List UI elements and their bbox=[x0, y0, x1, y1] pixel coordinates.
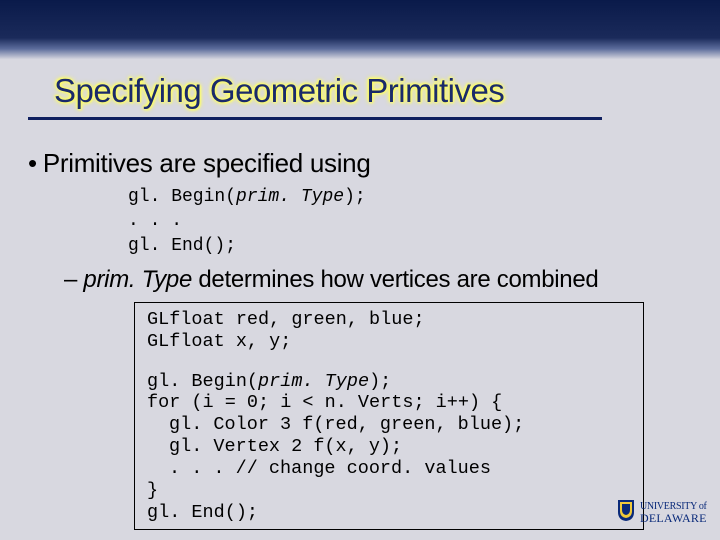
code-text: ); bbox=[369, 371, 391, 392]
code-text: gl. Begin( bbox=[147, 371, 258, 392]
dash-italic: prim. Type bbox=[83, 266, 192, 293]
code-line: } bbox=[147, 480, 631, 502]
dash-post: determines how vertices are combined bbox=[192, 266, 598, 293]
code-text: gl. Begin( bbox=[128, 187, 236, 207]
code-line: GLfloat x, y; bbox=[147, 331, 631, 353]
logo-text: UNIVERSITY of DELAWARE bbox=[640, 502, 707, 525]
code-line: GLfloat red, green, blue; bbox=[147, 309, 631, 331]
dash-pre: – bbox=[64, 266, 83, 293]
code-line: gl. Begin(prim. Type); bbox=[147, 371, 631, 393]
university-logo: UNIVERSITY of DELAWARE bbox=[616, 496, 706, 532]
code-blank-line bbox=[147, 353, 631, 371]
code-line: gl. End(); bbox=[147, 502, 631, 524]
shield-icon bbox=[616, 498, 636, 522]
code-italic: prim. Type bbox=[236, 187, 344, 207]
slide-title: Specifying Geometric Primitives bbox=[54, 72, 504, 110]
code-text: ); bbox=[344, 187, 366, 207]
code-line: gl. Vertex 2 f(x, y); bbox=[169, 436, 631, 458]
code-box: GLfloat red, green, blue; GLfloat x, y; … bbox=[134, 302, 644, 530]
bullet-level2: – prim. Type determines how vertices are… bbox=[64, 266, 692, 294]
content-area: •Primitives are specified using gl. Begi… bbox=[28, 148, 692, 530]
code-line: gl. End(); bbox=[128, 234, 692, 258]
code-line: gl. Color 3 f(red, green, blue); bbox=[169, 414, 631, 436]
logo-line2: DELAWARE bbox=[640, 511, 707, 525]
code-line: gl. Begin(prim. Type); bbox=[128, 185, 692, 209]
code-italic: prim. Type bbox=[258, 371, 369, 392]
title-underline bbox=[28, 117, 602, 120]
code-snippet-1: gl. Begin(prim. Type); . . . gl. End(); bbox=[128, 185, 692, 258]
code-line: . . . // change coord. values bbox=[169, 458, 631, 480]
bullet-level1: •Primitives are specified using bbox=[28, 148, 692, 179]
code-line: for (i = 0; i < n. Verts; i++) { bbox=[147, 392, 631, 414]
code-line: . . . bbox=[128, 209, 692, 233]
bullet-text: Primitives are specified using bbox=[43, 148, 371, 178]
bullet-marker: • bbox=[28, 148, 37, 179]
